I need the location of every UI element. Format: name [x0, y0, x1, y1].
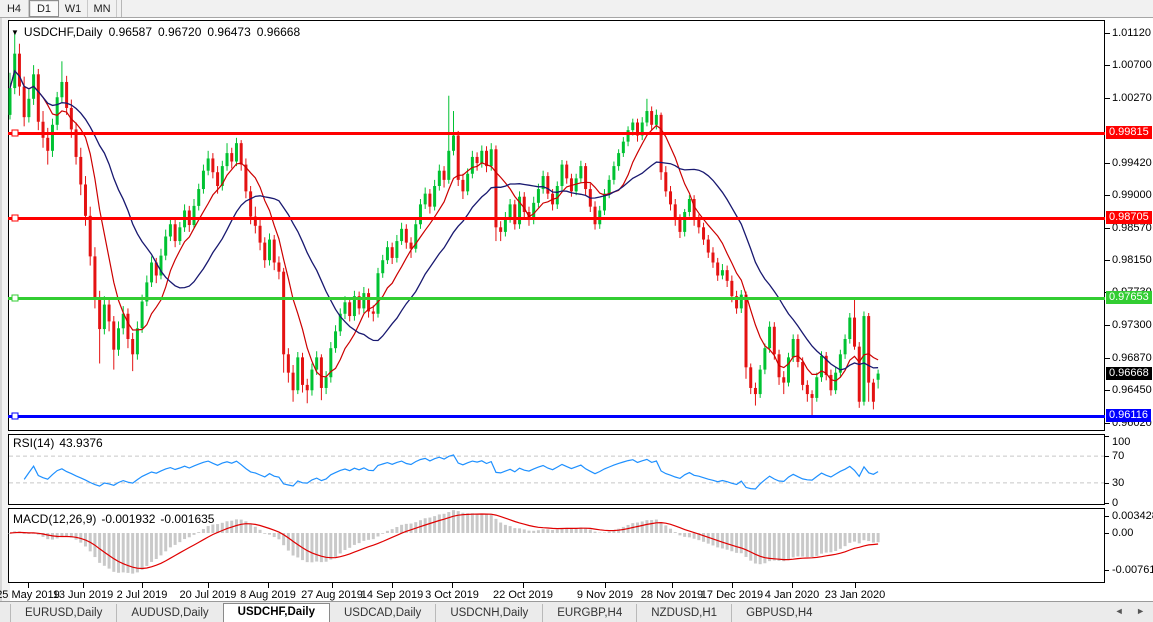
- chart-tabs-bar: EURUSD,Daily AUDUSD,Daily USDCHF,Daily USDC…: [0, 601, 1153, 622]
- macd-signal-value: -0.001635: [160, 512, 215, 526]
- price-chart-canvas[interactable]: [0, 0, 1153, 601]
- rsi-value: 43.9376: [59, 436, 103, 450]
- tab-scroll-arrows: ◄ ►: [1105, 606, 1145, 616]
- macd-label: MACD(12,26,9): [13, 512, 97, 526]
- chart-title: ▼ USDCHF,Daily 0.96587 0.96720 0.96473 0.9666…: [11, 25, 300, 39]
- macd-main-value: -0.001932: [101, 512, 156, 526]
- chart-tab-eurgbp[interactable]: EURGBP,H4: [542, 604, 636, 622]
- chart-symbol-period: USDCHF,Daily: [23, 25, 103, 39]
- timeframe-button-d1[interactable]: D1: [29, 0, 59, 17]
- chart-tab-usdchf[interactable]: USDCHF,Daily: [222, 603, 330, 622]
- toolbar-separator: [117, 0, 122, 17]
- tab-scroll-left-icon[interactable]: ◄: [1114, 606, 1124, 616]
- macd-indicator-header: MACD(12,26,9) -0.001932 -0.001635: [13, 512, 214, 526]
- timeframe-button-w1[interactable]: W1: [59, 0, 88, 17]
- timeframe-toolbar: H4 D1 W1 MN: [0, 0, 1153, 18]
- tab-scroll-right-icon[interactable]: ►: [1136, 606, 1145, 616]
- chart-tab-nzdusd[interactable]: NZDUSD,H1: [636, 604, 731, 622]
- chart-tab-usdcnh[interactable]: USDCNH,Daily: [435, 604, 542, 622]
- rsi-label: RSI(14): [13, 436, 55, 450]
- chart-tab-gbpusd[interactable]: GBPUSD,H4: [731, 604, 826, 622]
- ohlc-high: 0.96720: [158, 25, 202, 39]
- chart-tab-eurusd[interactable]: EURUSD,Daily: [10, 604, 116, 622]
- ohlc-close: 0.96668: [256, 25, 301, 39]
- window-left-frame: [0, 18, 10, 601]
- rsi-indicator-header: RSI(14) 43.9376: [13, 436, 103, 450]
- ohlc-open: 0.96587: [108, 25, 152, 39]
- timeframe-button-h4[interactable]: H4: [0, 0, 29, 17]
- ohlc-low: 0.96473: [207, 25, 251, 39]
- chart-tab-audusd[interactable]: AUDUSD,Daily: [116, 604, 222, 622]
- collapse-pane-icon[interactable]: ▼: [11, 28, 19, 37]
- timeframe-button-mn[interactable]: MN: [88, 0, 117, 17]
- chart-tab-usdcad[interactable]: USDCAD,Daily: [343, 607, 422, 619]
